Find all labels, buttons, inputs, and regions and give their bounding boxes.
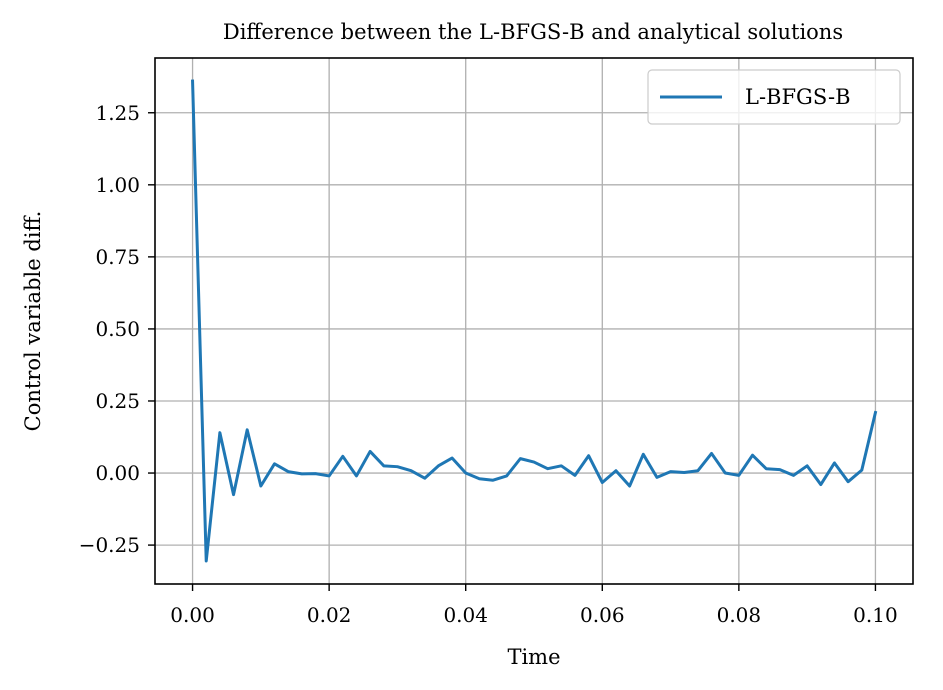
y-axis-label: Control variable diff. xyxy=(21,211,45,432)
legend: L-BFGS-B xyxy=(647,69,901,125)
x-tick-label: 0.08 xyxy=(717,603,762,627)
chart-title: Difference between the L-BFGS-B and anal… xyxy=(223,20,843,44)
plot-lines xyxy=(191,79,878,563)
y-axis-ticks: −0.25 0.00 0.25 0.50 0.75 1.00 1.25 xyxy=(79,101,155,557)
y-tick-label: 0.75 xyxy=(95,245,140,269)
x-axis-ticks: 0.00 0.02 0.04 0.06 0.08 0.10 xyxy=(170,584,898,627)
x-tick-label: 0.00 xyxy=(170,603,215,627)
x-tick-label: 0.10 xyxy=(853,603,898,627)
y-tick-label: 1.25 xyxy=(95,101,140,125)
grid xyxy=(155,58,913,584)
y-tick-label: 1.00 xyxy=(95,173,140,197)
series-line-l-bfgs-b xyxy=(191,79,878,563)
y-tick-label: 0.25 xyxy=(95,389,140,413)
y-tick-label: 0.00 xyxy=(95,461,140,485)
y-tick-label: 0.50 xyxy=(95,317,140,341)
y-tick-label: −0.25 xyxy=(79,533,140,557)
plot-frame xyxy=(154,57,914,585)
x-axis-label: Time xyxy=(507,645,560,669)
x-tick-label: 0.02 xyxy=(307,603,352,627)
legend-box xyxy=(647,69,901,125)
x-tick-label: 0.06 xyxy=(580,603,625,627)
legend-label: L-BFGS-B xyxy=(745,85,851,109)
x-tick-label: 0.04 xyxy=(443,603,488,627)
